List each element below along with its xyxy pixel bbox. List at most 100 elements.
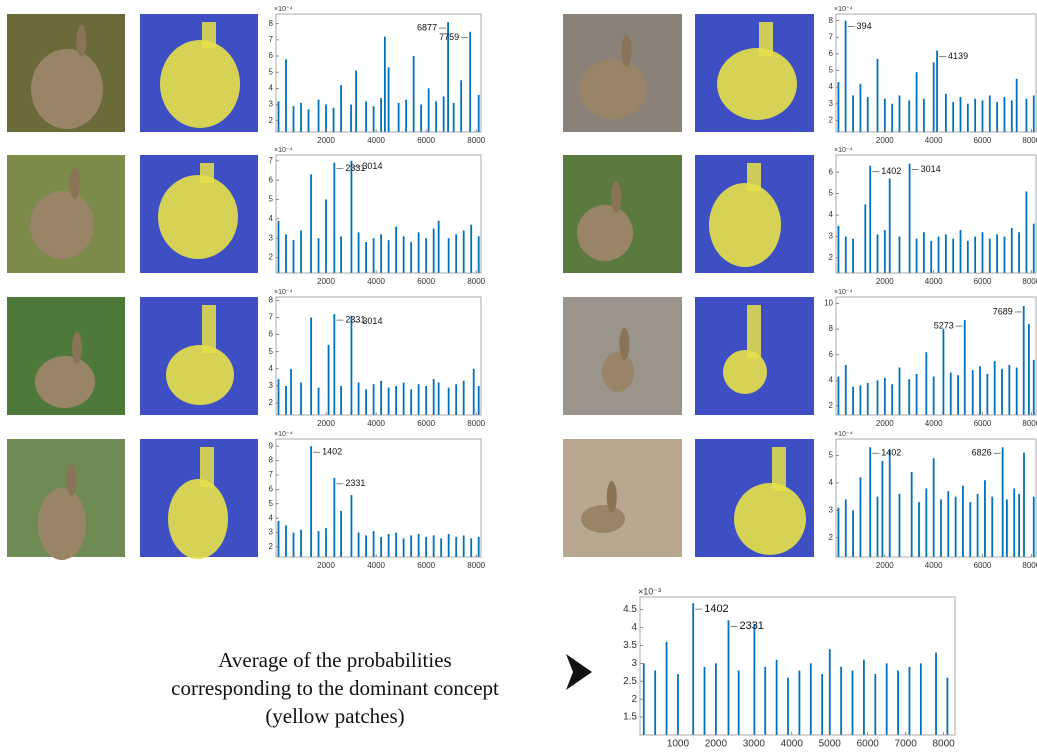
bar [969,502,972,557]
y-tick-label: 4 [829,375,834,384]
bar [863,659,865,735]
axes-box [275,296,482,416]
heatmap-patch [202,22,216,48]
bar [844,236,847,273]
heatmap-patch [200,447,214,487]
bar [869,447,872,557]
photo-subject [31,49,103,129]
bar [387,387,390,415]
bar [380,98,383,132]
bar [355,70,357,132]
bar [402,538,405,557]
heatmap-patch [747,163,761,191]
y-tick-label: 1.5 [623,712,637,723]
bar [944,234,947,273]
axes-box [639,596,956,736]
bar [365,101,367,132]
bar [340,85,342,132]
x-tick-label: 2000 [876,561,894,570]
y-tick-label: 2 [829,115,834,124]
bar [300,230,302,273]
axis-exponent: ×10⁻⁴ [834,289,853,296]
bar [325,528,327,557]
x-tick-label: 6000 [417,136,435,145]
annotation-label: 3014 [921,164,941,174]
bar [876,58,879,132]
bar [442,96,445,132]
x-tick-label: 4000 [367,136,385,145]
bar [372,531,375,557]
bar [427,88,430,132]
bar [477,236,480,273]
bar [976,493,979,557]
y-tick-label: 4 [829,82,834,91]
y-tick-label: 2 [829,533,834,542]
bar [703,666,706,735]
bar [837,507,840,557]
bar [1025,98,1028,132]
bar [292,532,295,557]
bar [753,623,756,735]
bar [365,242,367,273]
bar [340,236,342,273]
bar [472,368,475,415]
photo-subject [602,352,634,392]
y-tick-label: 7 [829,32,834,41]
x-tick-label: 2000 [876,277,894,286]
y-tick-label: 3.5 [623,640,637,651]
bar [387,533,390,557]
bar [350,495,353,557]
bar [410,389,413,415]
x-tick-label: 8000 [932,739,955,750]
bar [898,95,901,132]
bar [307,109,310,132]
y-tick-label: 3 [829,505,834,514]
bar [310,446,312,557]
bar [888,449,891,557]
bar [677,674,679,735]
bar [462,535,465,557]
bar [380,536,383,557]
bar [437,382,440,415]
y-tick-label: 3 [269,528,274,537]
axes-box [275,13,482,133]
bar [397,102,400,132]
y-tick-label: 8 [829,16,834,25]
bar [966,240,969,273]
annotation-label: 2331 [345,314,365,324]
bar [462,380,465,415]
bar [277,379,280,415]
bar [333,162,336,273]
axes-box [275,154,482,274]
caption-line: Average of the probabilities [218,648,451,672]
bar [954,496,957,557]
bar [395,226,398,273]
axis-exponent: ×10⁻⁴ [834,147,853,154]
x-tick-label: 6000 [974,277,992,286]
axes-box [835,296,1037,416]
bar [874,674,877,735]
bar [477,536,480,557]
bar [292,240,295,273]
bar [947,491,950,557]
x-tick-label: 4000 [367,419,385,428]
bar [325,104,327,132]
y-tick-label: 6 [829,167,834,176]
annotation-label: 3014 [362,316,382,326]
x-tick-label: 1000 [667,739,690,750]
bar [277,220,280,273]
bar [888,178,891,273]
bar [440,538,443,557]
bar [405,99,408,132]
heatmap-patch [734,483,806,555]
annotation-label: 6826 [972,448,992,458]
bar [285,385,287,415]
bar [455,384,458,415]
bar [452,102,455,132]
annotation-label: 394 [857,21,872,31]
y-tick-label: 3 [631,658,637,669]
annotation-label: 4139 [948,51,968,61]
axis-exponent: ×10⁻⁴ [834,431,853,438]
bar [1032,223,1035,273]
